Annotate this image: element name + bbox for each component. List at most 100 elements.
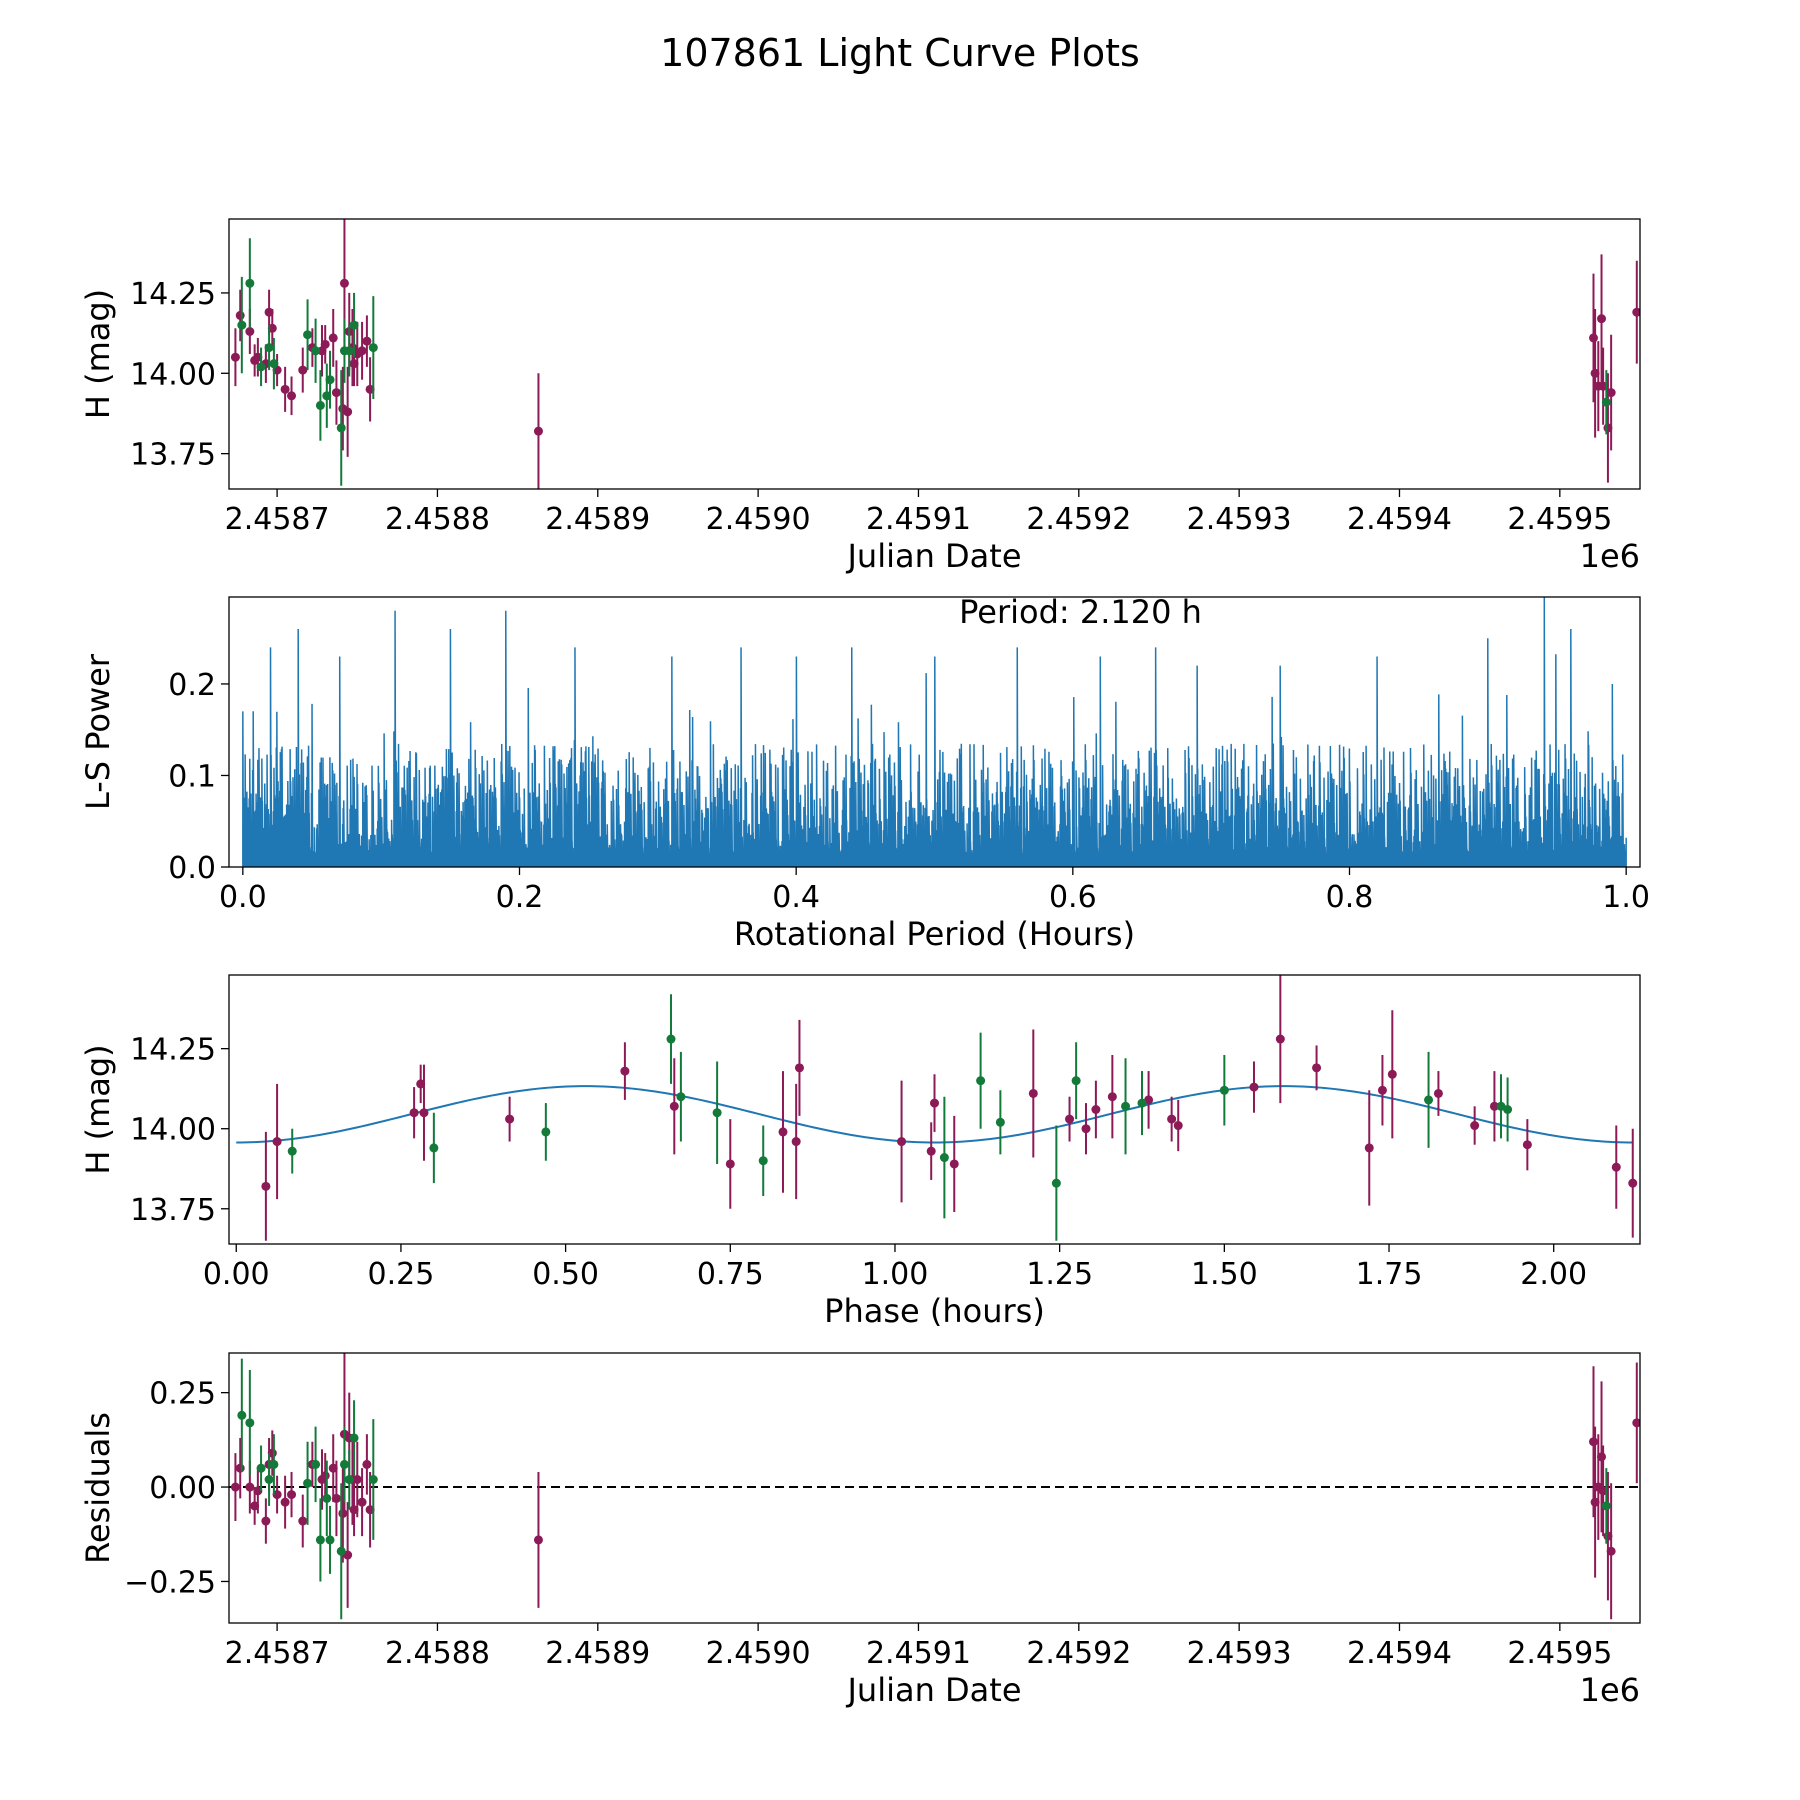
phased-data-point (1071, 1076, 1081, 1086)
phased-data-point (897, 1137, 907, 1147)
phased-data-point (1137, 1098, 1147, 1108)
periodogram-y-axis-label: L-S Power (79, 653, 117, 810)
phased-data-point (1091, 1105, 1101, 1114)
lightcurve-data-point (533, 426, 543, 436)
residuals-data-point (344, 1475, 354, 1485)
residuals-data-point (256, 1463, 266, 1473)
residuals-data-point (311, 1459, 321, 1469)
residuals-data-point (261, 1516, 271, 1526)
phased-data-point (676, 1092, 686, 1102)
phased-data-point (419, 1108, 429, 1118)
lightcurve-plot-area (230, 219, 1640, 489)
chart-phased: 0.00 0.25 0.50 0.75 1.00 1.25 1.50 1.75 2.00 13.7… (79, 974, 1641, 1330)
phased-data-point (725, 1159, 735, 1169)
periodogram-x-tick-label: 1.0 (1602, 880, 1650, 915)
periodogram-y-tick-label: 0.1 (168, 759, 216, 794)
phased-x-tick-label: 1.00 (862, 1257, 929, 1292)
residuals-y-axis-label: Residuals (79, 1412, 117, 1564)
chart-residuals: 2.4587 2.4588 2.4589 2.4590 2.4591 2.4592 2.45… (79, 1352, 1641, 1709)
residuals-data-point (357, 1497, 367, 1507)
lightcurve-data-point (230, 352, 240, 362)
phased-y-tick-label: 14.25 (130, 1033, 216, 1068)
residuals-data-point (303, 1478, 313, 1488)
residuals-data-point (322, 1493, 332, 1503)
phased-data-point (1628, 1178, 1638, 1188)
residuals-data-point (362, 1459, 372, 1469)
periodogram-x-axis-label: Rotational Period (Hours) (734, 915, 1135, 953)
phased-data-point (409, 1108, 419, 1118)
residuals-data-point (245, 1418, 255, 1428)
chart-periodogram: Period: 2.120 h 0.0 0.2 0.4 0.6 0.8 1.0 0.0 0.1 0… (79, 593, 1650, 953)
residuals-data-point (237, 1410, 247, 1420)
lightcurve-data-point (325, 375, 335, 385)
lightcurve-x-tick-label: 2.4595 (1507, 502, 1612, 537)
phased-data-point (1051, 1178, 1061, 1188)
residuals-data-point (349, 1433, 359, 1443)
periodogram-x-tick-label: 0.0 (219, 880, 267, 915)
phased-data-point (1503, 1105, 1513, 1114)
lightcurve-x-tick-label: 2.4592 (1026, 502, 1131, 537)
residuals-plot-area (229, 1353, 1640, 1620)
residuals-data-point (1606, 1546, 1616, 1556)
lightcurve-data-point (269, 359, 279, 369)
residuals-data-point (280, 1497, 290, 1507)
residuals-x-tick-label: 2.4588 (385, 1636, 490, 1671)
phased-plot-area (236, 975, 1638, 1241)
phased-x-tick-label: 1.75 (1356, 1257, 1423, 1292)
phased-data-point (712, 1108, 722, 1118)
lightcurve-x-tick-label: 2.4589 (545, 502, 650, 537)
phased-data-point (1167, 1114, 1177, 1124)
phased-data-point (995, 1117, 1005, 1127)
residuals-data-point (230, 1482, 240, 1492)
residuals-data-point (336, 1546, 346, 1556)
residuals-data-point (331, 1493, 341, 1503)
phased-data-point (541, 1127, 551, 1137)
phased-data-point (1249, 1082, 1259, 1092)
residuals-x-tick-label: 2.4590 (706, 1636, 811, 1671)
residuals-y-tick-label: −0.25 (124, 1565, 216, 1600)
phased-data-point (1611, 1162, 1621, 1172)
residuals-x-offset-label: 1e6 (1580, 1671, 1640, 1709)
residuals-series-green (237, 1358, 1611, 1620)
phased-data-point (416, 1079, 426, 1089)
residuals-x-tick-label: 2.4594 (1347, 1636, 1452, 1671)
lightcurve-data-point (298, 365, 308, 375)
residuals-data-point (533, 1535, 543, 1545)
periodogram-y-tick-label: 0.2 (168, 668, 216, 703)
periodogram-x-tick-label: 0.8 (1326, 880, 1374, 915)
lightcurve-data-point (1589, 333, 1599, 343)
chart-lightcurve: 2.4587 2.4588 2.4589 2.4590 2.4591 2.4592 2.45… (79, 218, 1641, 575)
phased-series-green (287, 994, 1513, 1241)
phased-data-point (930, 1098, 939, 1108)
lightcurve-data-point (331, 388, 341, 398)
residuals-data-point (1589, 1437, 1599, 1447)
phased-data-point (949, 1159, 959, 1169)
lightcurve-plot-frame (228, 218, 1641, 490)
lightcurve-y-tick-label: 14.25 (130, 277, 216, 312)
lightcurve-data-point (235, 310, 245, 320)
phased-plot-frame (228, 974, 1641, 1245)
phased-data-point (1275, 1034, 1285, 1044)
lightcurve-x-offset-label: 1e6 (1580, 537, 1640, 575)
phased-data-point (939, 1153, 949, 1163)
figure-title: 107861 Light Curve Plots (660, 31, 1140, 75)
lightcurve-data-point (315, 400, 325, 410)
phased-data-point (287, 1146, 297, 1156)
residuals-data-point (235, 1463, 245, 1473)
lightcurve-data-point (1632, 307, 1640, 317)
lightcurve-x-axis-label: Julian Date (845, 537, 1021, 575)
phased-series-magenta (261, 975, 1638, 1241)
phased-y-axis-label: H (mag) (79, 1044, 117, 1174)
lightcurve-data-point (311, 346, 321, 356)
residuals-x-tick-label: 2.4595 (1507, 1636, 1612, 1671)
lightcurve-data-point (1597, 314, 1607, 324)
phased-data-point (1065, 1114, 1075, 1124)
lightcurve-data-point (362, 336, 372, 346)
phased-data-point (1470, 1121, 1480, 1131)
residuals-x-tick-label: 2.4587 (225, 1636, 330, 1671)
phased-data-point (976, 1076, 986, 1086)
lightcurve-y-tick-label: 14.00 (130, 357, 216, 392)
phased-data-point (666, 1034, 676, 1044)
residuals-data-point (368, 1475, 378, 1485)
